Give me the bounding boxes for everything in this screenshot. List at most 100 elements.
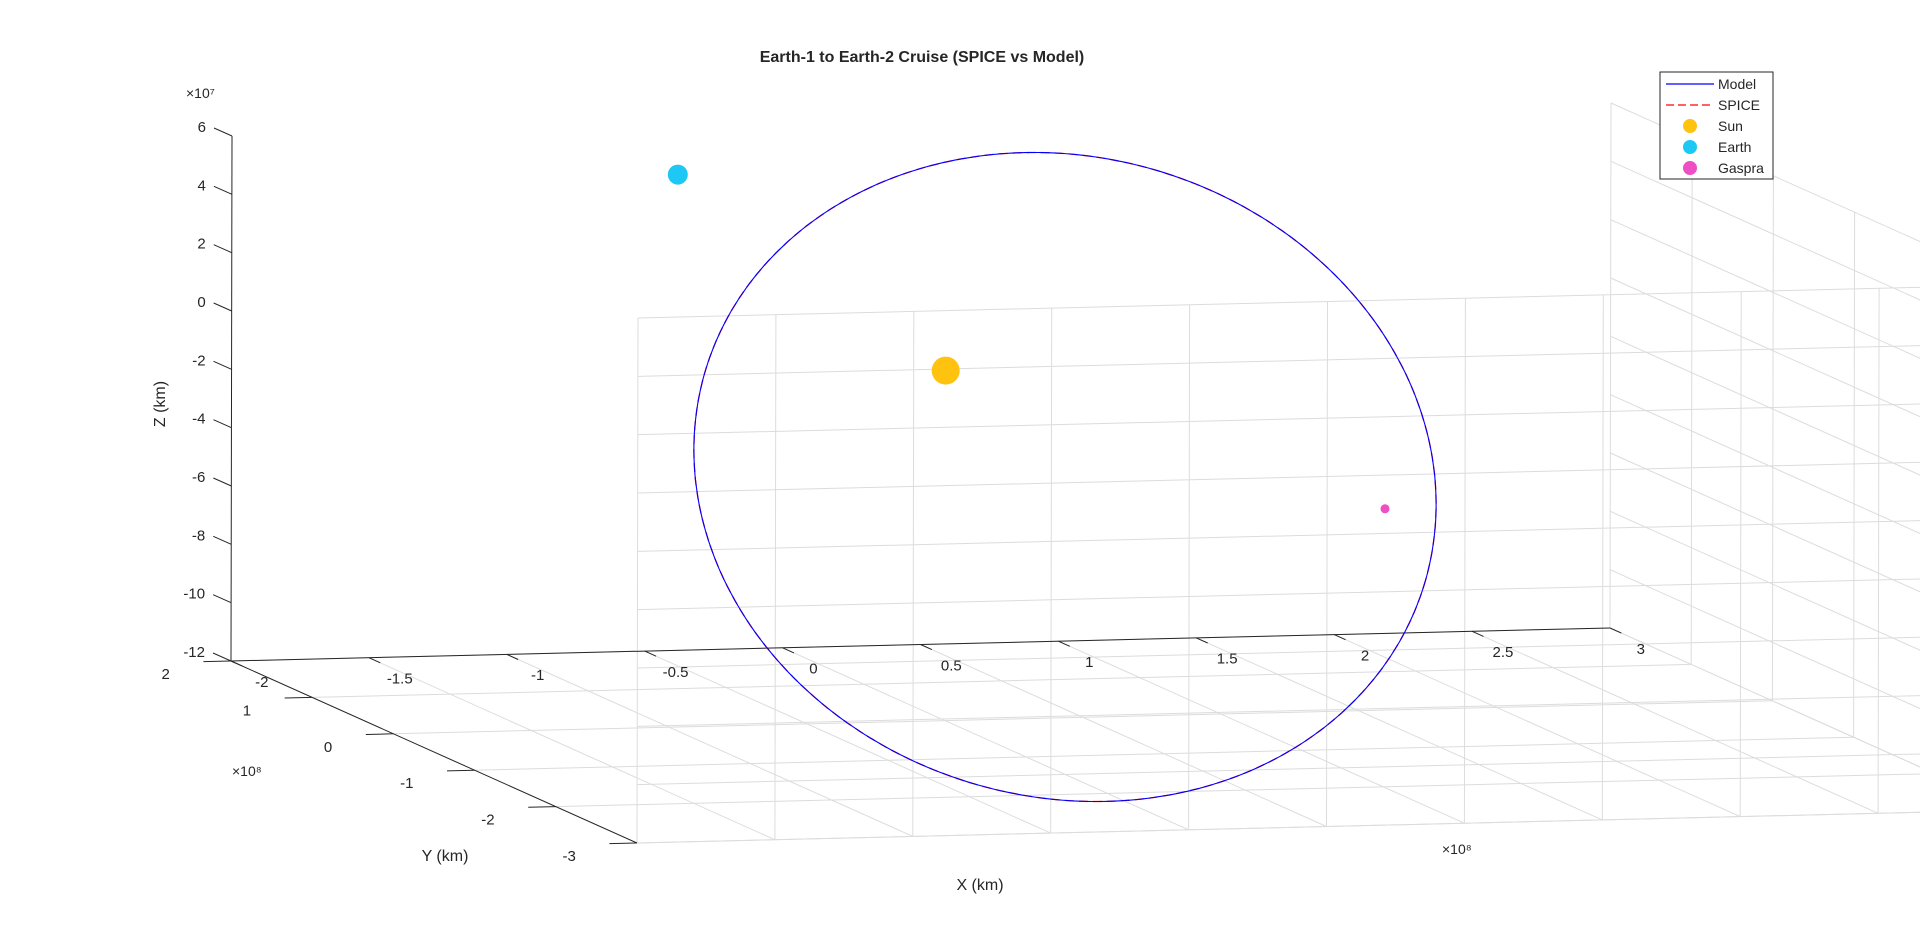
grid-line	[506, 653, 914, 837]
grid-line	[1050, 308, 1053, 834]
z-tick-label: 6	[198, 119, 206, 136]
grid-line	[555, 773, 1920, 808]
x-tick-label: -1	[531, 667, 544, 684]
legend-swatch-sun	[1683, 119, 1697, 133]
grid	[230, 102, 1920, 844]
grid-line	[637, 403, 1920, 436]
grid-line	[1877, 288, 1880, 814]
x-tick-label: 2	[1361, 647, 1369, 664]
grid-line	[1601, 294, 1604, 820]
x-tick	[782, 647, 795, 654]
grid-line	[368, 657, 776, 841]
gaspra-marker	[1380, 504, 1390, 514]
legend-label-model: Model	[1718, 76, 1756, 92]
z-tick	[213, 477, 232, 487]
trajectory-group	[693, 151, 1437, 803]
legend-swatch-earth	[1683, 140, 1697, 154]
grid-line	[1609, 627, 1920, 768]
y-tick	[447, 769, 475, 772]
legend-label-earth: Earth	[1718, 139, 1751, 155]
sun-marker	[931, 356, 960, 385]
grid-line	[636, 317, 639, 844]
grid-line	[474, 736, 1854, 771]
x-tick	[1609, 627, 1622, 634]
grid-line	[912, 311, 915, 837]
grid-line	[1326, 301, 1328, 827]
x-tick-label: -2	[255, 674, 268, 691]
z-axis-label: Z (km)	[152, 381, 169, 427]
grid-line	[1610, 394, 1920, 534]
z-tick	[213, 419, 232, 429]
legend-box	[1659, 71, 1774, 180]
y-tick-label: 0	[324, 739, 332, 756]
grid-line	[1058, 640, 1465, 824]
grid-line	[1610, 160, 1920, 301]
legend-label-sun: Sun	[1718, 118, 1743, 134]
grid-line	[782, 647, 1189, 831]
grid-line	[1333, 634, 1741, 818]
chart-title: Earth-1 to Earth-2 Cruise (SPICE vs Mode…	[760, 49, 1085, 66]
z-tick-label: -6	[192, 469, 205, 486]
grid-line	[1463, 298, 1466, 824]
model-trajectory-line	[693, 151, 1437, 803]
z-tick-label: -12	[183, 644, 205, 661]
z-tick-label: 2	[197, 236, 205, 253]
grid-line	[1609, 102, 1612, 629]
legend-label-spice: SPICE	[1718, 97, 1760, 113]
y-tick-label: 2	[161, 666, 169, 683]
z-tick-label: -8	[192, 527, 205, 544]
z-tick-label: 4	[198, 177, 206, 194]
z-tick	[213, 127, 233, 137]
grid-line	[637, 753, 1920, 786]
x-tick-label: -0.5	[663, 664, 689, 681]
z-tick	[213, 360, 232, 370]
grid-line	[1610, 510, 1920, 651]
markers	[667, 164, 1390, 514]
tick-labels: -2 -1.5 -1 -0.5 0 0.5 1 1.5 2 2.5 3-3-2-1012-12-10…	[161, 119, 1645, 865]
legend-label-gaspra: Gaspra	[1718, 160, 1764, 176]
x-tick-label: 3	[1637, 641, 1645, 658]
grid-line	[637, 345, 1920, 377]
z-tick-label: -4	[192, 411, 205, 428]
z-tick-label: -10	[183, 586, 205, 603]
x-tick	[368, 657, 381, 664]
y-tick	[528, 806, 556, 808]
earth-marker	[667, 164, 688, 185]
z-tick	[213, 185, 233, 195]
z-exponent-label: ×10⁷	[186, 85, 215, 101]
grid-line	[1610, 452, 1920, 593]
grid-line	[1610, 335, 1920, 476]
y-tick	[609, 842, 638, 845]
x-axis-label: X (km)	[956, 877, 1003, 894]
y-tick-label: -1	[400, 775, 413, 792]
x-tick	[1058, 640, 1070, 647]
grid-line	[393, 700, 1773, 735]
grid-line	[637, 695, 1920, 727]
z-tick	[213, 244, 232, 254]
grid-line	[1610, 219, 1920, 359]
grid-line	[1853, 212, 1856, 738]
grid-line	[1609, 627, 1920, 768]
x-tick	[1196, 637, 1208, 644]
grid-line	[637, 578, 1920, 611]
x-tick	[644, 650, 657, 657]
x-tick-label: 2.5	[1493, 644, 1514, 661]
x-tick	[506, 653, 519, 660]
grid-line	[636, 811, 1920, 844]
y-tick	[284, 696, 313, 699]
grid-line	[644, 650, 1051, 834]
grid-line	[1690, 139, 1693, 665]
grid-line	[1739, 291, 1742, 817]
x-tick	[920, 644, 933, 651]
z-tick-label: 0	[197, 294, 205, 311]
x-tick-label: -1.5	[387, 671, 413, 688]
z-tick-label: -2	[192, 352, 205, 369]
x-tick	[230, 660, 243, 667]
z-tick	[213, 302, 232, 312]
grid-line	[1610, 277, 1920, 418]
x-tick-label: 0	[809, 661, 817, 678]
z-axis-line	[230, 135, 233, 662]
y-axis-label: Y (km)	[422, 848, 469, 865]
x-tick	[1333, 634, 1346, 641]
